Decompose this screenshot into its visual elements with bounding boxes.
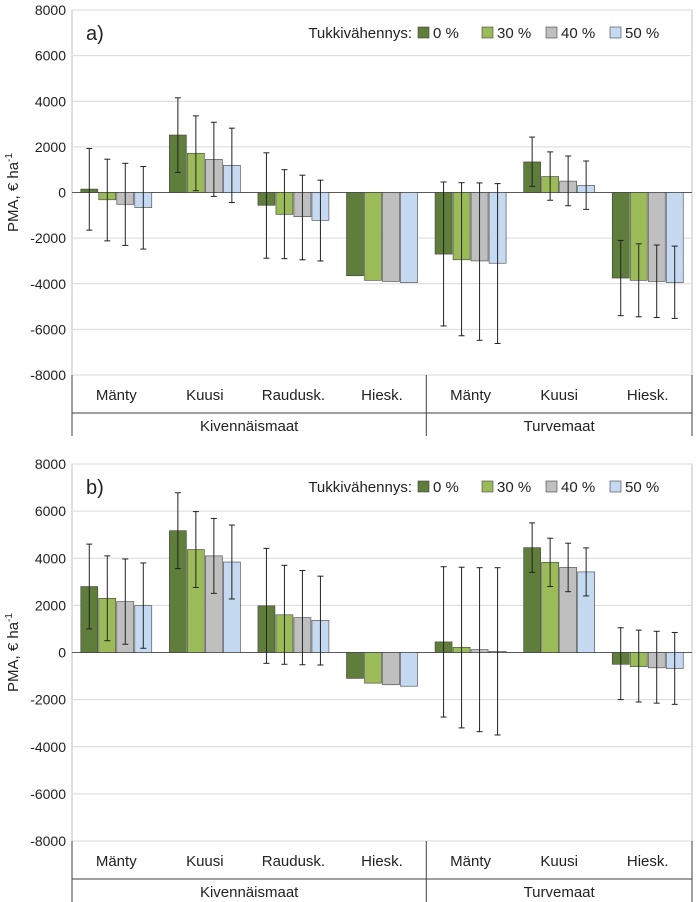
y-tick-label: -2000 [30, 230, 66, 246]
group-label: Turvemaat [524, 418, 596, 435]
legend-swatch [417, 26, 430, 39]
category-label: Raudusk. [262, 387, 325, 404]
y-axis-label: PMA, € ha-1 [4, 613, 22, 692]
legend-entry: 0 % [433, 25, 459, 42]
y-tick-label: 8000 [35, 456, 66, 472]
legend-swatch [545, 480, 558, 493]
y-axis-label: PMA, € ha-1 [4, 153, 22, 232]
y-tick-label: 6000 [35, 48, 66, 64]
y-axis-label-text: PMA, € ha [5, 161, 22, 232]
legend-title: Tukkivähennys: [308, 479, 412, 496]
category-label: Kuusi [540, 387, 578, 404]
y-tick-label: -8000 [30, 367, 66, 383]
panel-label: a) [86, 23, 104, 45]
y-tick-label: 8000 [35, 2, 66, 18]
category-label: Hiesk. [361, 387, 403, 404]
legend-entry: 50 % [625, 25, 659, 42]
y-tick-label: -8000 [30, 833, 66, 849]
bar-40pct-3 [382, 192, 400, 282]
y-axis-label-text: PMA, € ha [5, 621, 22, 692]
group-label: Turvemaat [524, 884, 596, 901]
y-tick-label: 4000 [35, 550, 66, 566]
y-tick-label: 0 [58, 645, 66, 661]
legend-entry: 30 % [497, 479, 531, 496]
y-tick-label: -6000 [30, 321, 66, 337]
y-tick-label: -4000 [30, 739, 66, 755]
legend-swatch [481, 480, 494, 493]
legend-swatch [609, 26, 622, 39]
y-axis-label-superscript: -1 [4, 613, 15, 622]
legend-entry: 50 % [625, 479, 659, 496]
bar-30pct-3 [364, 192, 382, 281]
y-tick-label: 6000 [35, 503, 66, 519]
category-label: Mänty [96, 853, 137, 870]
legend-swatch [609, 480, 622, 493]
bar-40pct-3 [382, 652, 400, 686]
legend-entry: 40 % [561, 479, 595, 496]
legend-title: Tukkivähennys: [308, 25, 412, 42]
category-label: Kuusi [186, 853, 224, 870]
y-tick-label: 0 [58, 185, 66, 201]
group-label: Kivennäismaat [200, 884, 299, 901]
legend-swatch [481, 26, 494, 39]
y-tick-label: -6000 [30, 786, 66, 802]
bar-0pct-3 [346, 192, 364, 277]
category-label: Hiesk. [361, 853, 403, 870]
legend-swatch [417, 480, 430, 493]
y-axis-label-superscript: -1 [4, 153, 15, 162]
y-tick-label: 2000 [35, 597, 66, 613]
bar-30pct-3 [364, 652, 382, 684]
legend-entry: 30 % [497, 25, 531, 42]
category-label: Mänty [450, 853, 491, 870]
category-label: Mänty [96, 387, 137, 404]
bar-0pct-3 [346, 652, 364, 679]
category-label: Kuusi [540, 853, 578, 870]
bar-50pct-3 [400, 192, 418, 283]
category-label: Hiesk. [627, 853, 669, 870]
legend-entry: 40 % [561, 25, 595, 42]
y-tick-label: -2000 [30, 692, 66, 708]
y-tick-label: 4000 [35, 93, 66, 109]
legend-entry: 0 % [433, 479, 459, 496]
legend-swatch [545, 26, 558, 39]
group-label: Kivennäismaat [200, 418, 299, 435]
panel-label: b) [86, 477, 104, 499]
category-label: Raudusk. [262, 853, 325, 870]
chart-panel-a: -8000 -6000 -4000 -2000 0 2000 4000 6000 8000 Män… [4, 2, 693, 436]
chart-panel-b: -8000 -6000 -4000 -2000 0 2000 4000 6000 8000 Män… [4, 456, 693, 902]
category-label: Mänty [450, 387, 491, 404]
category-label: Kuusi [186, 387, 224, 404]
y-tick-label: 2000 [35, 139, 66, 155]
category-label: Hiesk. [627, 387, 669, 404]
y-tick-label: -4000 [30, 276, 66, 292]
bar-50pct-3 [400, 652, 418, 687]
